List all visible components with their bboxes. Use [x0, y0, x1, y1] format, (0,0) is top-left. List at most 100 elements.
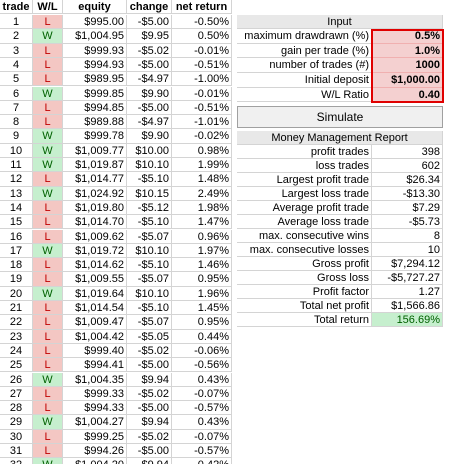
table-cell: 0.98%	[172, 143, 232, 158]
report-label: Average profit trade	[237, 201, 372, 215]
table-cell: 2	[0, 29, 33, 44]
table-cell: -0.50%	[172, 15, 232, 30]
table-cell: $1,019.64	[63, 286, 127, 301]
win-loss-cell: W	[33, 286, 63, 301]
table-cell: 20	[0, 286, 33, 301]
table-cell: 0.43%	[172, 372, 232, 387]
win-loss-cell: W	[33, 186, 63, 201]
report-value: $26.34	[372, 173, 443, 187]
table-cell: 11	[0, 158, 33, 173]
table-cell: -0.02%	[172, 129, 232, 144]
win-loss-cell: W	[33, 458, 63, 464]
table-cell: 5	[0, 72, 33, 87]
table-cell: 0.50%	[172, 29, 232, 44]
table-cell: 8	[0, 115, 33, 130]
table-cell: 23	[0, 329, 33, 344]
table-cell: $995.00	[63, 15, 127, 30]
table-cell: -0.01%	[172, 86, 232, 101]
table-cell: 1.46%	[172, 258, 232, 273]
win-loss-cell: W	[33, 129, 63, 144]
table-cell: $9.90	[127, 86, 172, 101]
win-loss-cell: L	[33, 172, 63, 187]
table-cell: $994.85	[63, 100, 127, 116]
win-loss-cell: L	[33, 72, 63, 87]
table-cell: $999.93	[63, 43, 127, 58]
simulate-button[interactable]: Simulate	[237, 106, 443, 128]
table-cell: $1,009.62	[63, 229, 127, 244]
table-cell: $9.94	[127, 372, 172, 387]
table-cell: $9.94	[127, 458, 172, 464]
report-label: max. consecutive losses	[237, 243, 372, 257]
table-cell: -1.00%	[172, 72, 232, 87]
table-cell: 13	[0, 186, 33, 201]
table-cell: -$5.05	[127, 329, 172, 344]
table-cell: -0.07%	[172, 386, 232, 402]
table-cell: $1,009.55	[63, 272, 127, 287]
table-cell: $10.10	[127, 286, 172, 301]
table-cell: $1,014.70	[63, 215, 127, 230]
report-label: profit trades	[237, 145, 372, 159]
table-cell: -$5.10	[127, 172, 172, 187]
win-loss-cell: W	[33, 86, 63, 101]
table-cell: -$5.02	[127, 343, 172, 359]
table-cell: $1,004.42	[63, 329, 127, 344]
table-cell: $999.33	[63, 386, 127, 402]
table-cell: $1,014.54	[63, 301, 127, 316]
win-loss-cell: L	[33, 315, 63, 330]
table-cell: 7	[0, 100, 33, 116]
table-cell: $1,014.77	[63, 172, 127, 187]
table-cell: -$5.02	[127, 43, 172, 58]
table-cell: -$5.02	[127, 429, 172, 444]
table-cell: $10.10	[127, 243, 172, 259]
table-cell: $1,009.77	[63, 143, 127, 158]
input-label: gain per trade (%)	[237, 43, 372, 59]
table-cell: 4	[0, 57, 33, 73]
input-value: 0.5%	[372, 29, 443, 44]
table-cell: 26	[0, 372, 33, 387]
win-loss-cell: L	[33, 215, 63, 230]
report-value: 8	[372, 229, 443, 243]
table-cell: 1	[0, 15, 33, 30]
table-cell: $1,024.92	[63, 186, 127, 201]
table-cell: $994.41	[63, 358, 127, 373]
report-label: Largest loss trade	[237, 187, 372, 201]
table-cell: 12	[0, 172, 33, 187]
table-cell: $1,019.87	[63, 158, 127, 173]
win-loss-cell: L	[33, 343, 63, 359]
table-cell: 1.98%	[172, 200, 232, 216]
report-label: max. consecutive wins	[237, 229, 372, 243]
input-label: maximum drawdrawn (%)	[237, 29, 372, 44]
input-title: Input	[237, 15, 443, 30]
table-cell: 31	[0, 444, 33, 459]
table-cell: -$5.00	[127, 57, 172, 73]
table-cell: $994.26	[63, 444, 127, 459]
report-label: Gross loss	[237, 271, 372, 285]
report-value: 156.69%	[372, 313, 443, 327]
table-cell: 17	[0, 243, 33, 259]
win-loss-cell: L	[33, 301, 63, 316]
report-value: -$13.30	[372, 187, 443, 201]
report-value: $1,566.86	[372, 299, 443, 313]
table-cell: -0.06%	[172, 343, 232, 359]
report-label: loss trades	[237, 159, 372, 173]
table-cell: $9.90	[127, 129, 172, 144]
table-cell: -0.01%	[172, 43, 232, 58]
win-loss-cell: W	[33, 372, 63, 387]
win-loss-cell: L	[33, 57, 63, 73]
table-cell: -0.51%	[172, 100, 232, 116]
input-label: W/L Ratio	[237, 87, 372, 103]
table-cell: 30	[0, 429, 33, 444]
table-cell: 21	[0, 301, 33, 316]
table-cell: 32	[0, 458, 33, 464]
win-loss-cell: W	[33, 415, 63, 430]
report-value: $7.29	[372, 201, 443, 215]
win-loss-cell: L	[33, 429, 63, 444]
win-loss-cell: L	[33, 200, 63, 216]
table-cell: 10	[0, 143, 33, 158]
report-value: 10	[372, 243, 443, 257]
table-cell: -$5.00	[127, 444, 172, 459]
table-cell: $1,019.80	[63, 200, 127, 216]
report-value: -$5.73	[372, 215, 443, 229]
win-loss-cell: W	[33, 29, 63, 44]
